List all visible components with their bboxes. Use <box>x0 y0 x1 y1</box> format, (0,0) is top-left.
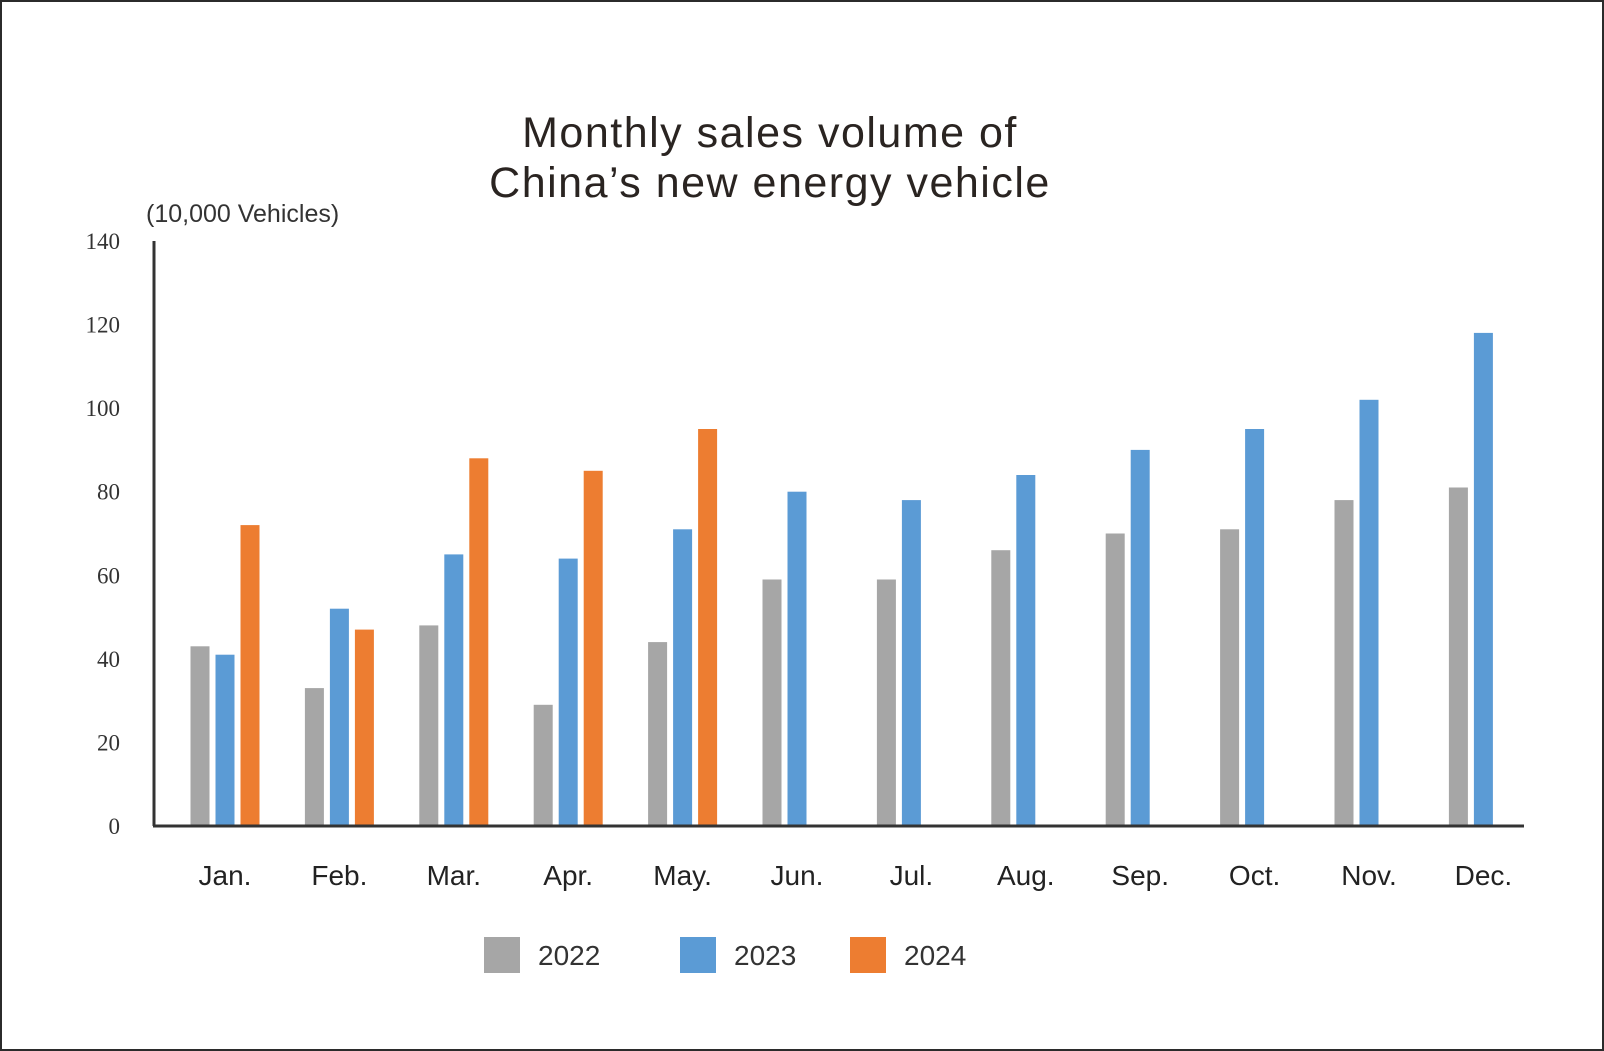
bar-may-2022 <box>648 642 668 826</box>
y-tick-label-80: 80 <box>97 480 120 505</box>
x-tick-label-apr: Apr. <box>543 860 593 891</box>
bar-may-2023 <box>673 529 693 826</box>
legend-swatch-2023 <box>680 937 716 973</box>
bar-may-2024 <box>698 429 718 826</box>
x-axis-ticks: Jan. Feb. Mar. Apr. May. Jun. Jul. Aug. Sep. Oct.… <box>199 860 1513 891</box>
bar-jan-2024 <box>240 525 260 826</box>
legend-swatch-2022 <box>484 937 520 973</box>
bar-dec-2023 <box>1473 332 1493 826</box>
bar-oct-2022 <box>1220 529 1240 826</box>
y-tick-label-120: 120 <box>86 313 121 338</box>
bar-aug-2023 <box>1016 475 1036 826</box>
bar-nov-2023 <box>1359 399 1379 826</box>
x-tick-label-sep: Sep. <box>1111 860 1169 891</box>
bars-group <box>190 332 1493 826</box>
y-tick-label-0: 0 <box>109 814 121 839</box>
x-tick-label-oct: Oct. <box>1229 860 1280 891</box>
chart-title-line-2: China’s new energy vehicle <box>489 159 1051 207</box>
bar-nov-2022 <box>1334 500 1354 826</box>
y-tick-label-100: 100 <box>86 396 121 421</box>
bar-dec-2022 <box>1448 487 1468 826</box>
bar-feb-2023 <box>329 608 349 826</box>
bar-aug-2022 <box>991 550 1011 826</box>
x-tick-label-dec: Dec. <box>1455 860 1513 891</box>
bar-jul-2023 <box>901 500 921 826</box>
bar-jun-2022 <box>762 579 782 826</box>
bar-feb-2022 <box>304 688 324 826</box>
bar-sep-2023 <box>1130 449 1150 826</box>
x-tick-label-nov: Nov. <box>1341 860 1397 891</box>
x-tick-label-jan: Jan. <box>199 860 252 891</box>
legend-label-2024: 2024 <box>904 940 967 971</box>
x-tick-label-feb: Feb. <box>311 860 367 891</box>
y-tick-label-20: 20 <box>97 730 120 755</box>
bar-sep-2022 <box>1105 533 1125 826</box>
bar-apr-2024 <box>583 470 603 826</box>
legend-label-2022: 2022 <box>538 940 601 971</box>
bar-jan-2023 <box>215 654 235 826</box>
y-axis-ticks: 140 120 100 80 60 40 20 0 <box>86 229 121 839</box>
bar-jul-2022 <box>876 579 896 826</box>
legend: 2022 2023 2024 <box>484 937 1044 973</box>
y-axis-unit-label: (10,000 Vehicles) <box>146 200 340 228</box>
bar-apr-2022 <box>533 704 553 826</box>
bar-mar-2022 <box>419 625 439 826</box>
bar-mar-2024 <box>469 458 489 826</box>
legend-label-2023: 2023 <box>734 940 797 971</box>
y-tick-label-60: 60 <box>97 563 120 588</box>
bar-feb-2024 <box>354 629 374 826</box>
legend-swatch-2024 <box>850 937 886 973</box>
y-tick-label-40: 40 <box>97 647 120 672</box>
x-tick-label-mar: Mar. <box>427 860 481 891</box>
bar-oct-2023 <box>1245 429 1265 826</box>
x-tick-label-jul: Jul. <box>890 860 934 891</box>
chart-title: Monthly sales volume of China’s new ener… <box>290 108 1250 208</box>
y-tick-label-140: 140 <box>86 229 121 254</box>
x-tick-label-jun: Jun. <box>771 860 824 891</box>
bar-apr-2023 <box>558 558 578 826</box>
x-tick-label-aug: Aug. <box>997 860 1055 891</box>
bar-mar-2023 <box>444 554 464 826</box>
bar-jan-2022 <box>190 646 210 826</box>
chart-title-line-1: Monthly sales volume of <box>522 109 1018 157</box>
bar-jun-2023 <box>787 491 807 826</box>
x-tick-label-may: May. <box>653 860 712 891</box>
